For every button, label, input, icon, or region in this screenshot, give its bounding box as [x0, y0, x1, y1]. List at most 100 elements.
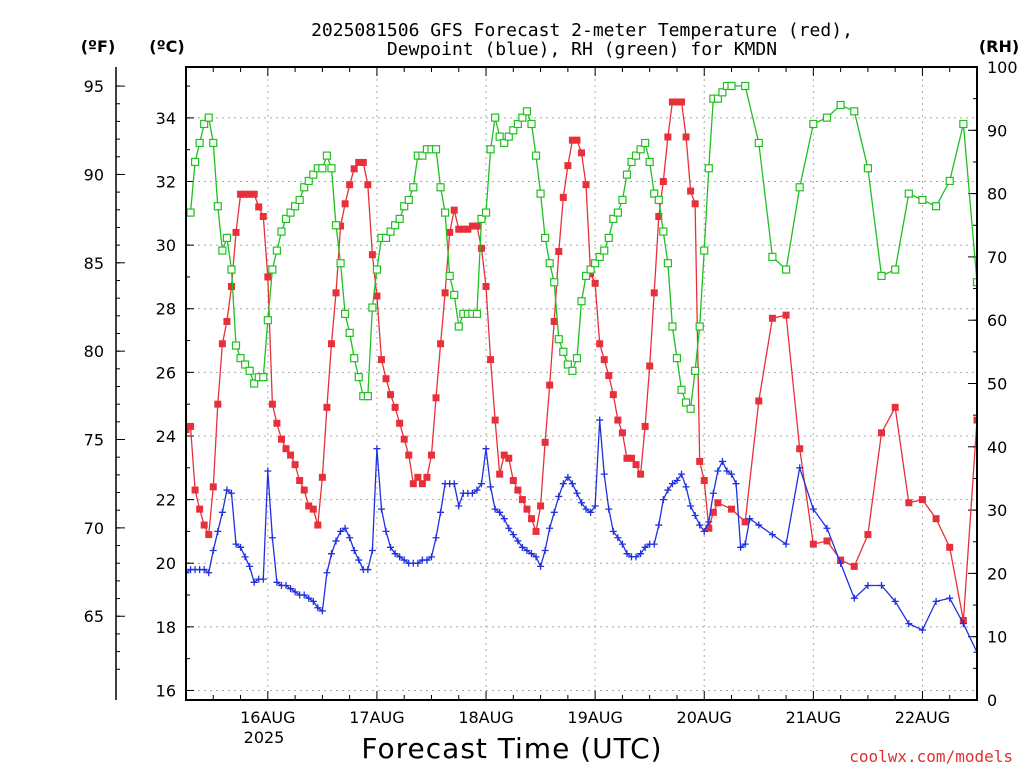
- temperature-point: [623, 454, 631, 462]
- rh-point: [304, 176, 313, 186]
- dewpoint-point: [837, 559, 845, 567]
- series-rh: [186, 81, 977, 413]
- temperature-point: [646, 362, 654, 370]
- dewpoint-point: [473, 486, 481, 494]
- rh-point: [604, 233, 613, 243]
- rh-point: [495, 132, 504, 141]
- dewpoint-point: [891, 597, 899, 605]
- temperature-point: [468, 222, 476, 230]
- dewpoint-point: [509, 531, 517, 539]
- temperature-point: [396, 419, 404, 427]
- rh-point: [850, 107, 859, 116]
- temperature-point: [409, 480, 417, 488]
- temperature-point: [518, 496, 526, 504]
- series-dewpoint: [186, 416, 1021, 656]
- rh-point: [436, 183, 445, 192]
- rh-point: [472, 309, 482, 318]
- temperature-point: [591, 279, 599, 287]
- dewpoint-point: [632, 553, 640, 561]
- rh-point: [231, 341, 241, 350]
- temperature-point: [728, 505, 736, 513]
- dewpoint-point: [186, 569, 190, 577]
- rh-point: [727, 81, 736, 91]
- temperature-point: [423, 473, 431, 481]
- temperature-point: [196, 505, 204, 513]
- celsius-axis: 16 18 20 22 24 26 28 30 32 34: [156, 85, 194, 700]
- rh-point: [381, 233, 391, 243]
- dewpoint-point: [537, 562, 545, 570]
- rh-point: [327, 164, 336, 173]
- temperature-point: [605, 372, 613, 380]
- temperature-point: [337, 222, 345, 230]
- dewpoint-point: [609, 527, 617, 535]
- temperature-point: [527, 515, 535, 523]
- dewpoint-point: [273, 578, 281, 586]
- rh-point: [836, 100, 845, 110]
- dewpoint-point: [532, 553, 540, 561]
- temperature-point: [232, 228, 240, 236]
- temperature-point: [255, 203, 263, 211]
- temperature-point: [191, 486, 199, 494]
- x-axis-title: Forecast Time (UTC): [361, 732, 662, 765]
- rh-point: [322, 151, 332, 160]
- dewpoint-point: [618, 540, 626, 548]
- rh-point: [209, 138, 218, 148]
- rh-point: [190, 157, 200, 167]
- temperature-point: [259, 213, 267, 221]
- rh-tick-label: 80: [987, 185, 1007, 204]
- temperature-point: [532, 527, 540, 535]
- dewpoint-point: [714, 467, 722, 475]
- rh-point: [677, 385, 686, 394]
- dewpoint-point: [918, 626, 926, 634]
- dewpoint-point: [737, 543, 745, 551]
- rh-point: [372, 265, 382, 274]
- time-tick-label: 22AUG: [895, 708, 950, 727]
- rh-point: [522, 107, 532, 116]
- dewpoint-point: [282, 581, 290, 589]
- dewpoint-point: [596, 416, 604, 424]
- rh-tick-label: 0: [987, 691, 997, 710]
- temperature-point: [300, 486, 308, 494]
- rh-point: [659, 227, 668, 236]
- fahrenheit-tick-label: 70: [84, 519, 104, 538]
- dewpoint-point: [746, 515, 754, 523]
- dewpoint-point: [864, 581, 872, 589]
- temperature-point: [368, 251, 376, 259]
- temperature-point: [287, 451, 295, 459]
- temperature-point: [364, 181, 372, 189]
- rh-point: [345, 328, 354, 337]
- rh-point: [672, 354, 682, 363]
- plot-frame: [185, 66, 978, 701]
- rh-point: [445, 271, 454, 280]
- dewpoint-point: [564, 473, 572, 481]
- rh-point: [668, 322, 677, 331]
- dewpoint-point: [700, 527, 708, 535]
- fahrenheit-tick-label: 65: [84, 607, 104, 626]
- dewpoint-point: [318, 607, 326, 615]
- dewpoint-point: [327, 550, 335, 558]
- rh-point: [754, 138, 763, 148]
- dewpoint-point: [1014, 633, 1021, 640]
- temperature-point: [796, 445, 804, 453]
- dewpoint-point: [614, 534, 622, 542]
- rh-point: [654, 195, 663, 205]
- rh-point: [591, 259, 600, 268]
- temperature-point: [464, 225, 472, 233]
- rh-point: [545, 259, 554, 268]
- celsius-tick-label: 28: [156, 300, 176, 319]
- dewpoint-point: [523, 546, 531, 554]
- grid-lines: [186, 67, 977, 700]
- rh-axis: 0 10 20 30 40 50 60 70 80 90 100: [968, 58, 1018, 710]
- temperature-point: [559, 193, 567, 201]
- dewpoint-point: [905, 620, 913, 628]
- rh-point: [350, 354, 359, 363]
- temperature-point: [459, 225, 467, 233]
- dewpoint-point: [809, 505, 817, 513]
- temperature-point: [614, 416, 622, 424]
- rh-point: [354, 373, 363, 382]
- rh-point: [704, 164, 713, 173]
- dewpoint-point: [850, 594, 858, 602]
- dewpoint-point: [350, 546, 358, 554]
- temperature-point: [296, 477, 304, 485]
- rh-point: [513, 119, 522, 129]
